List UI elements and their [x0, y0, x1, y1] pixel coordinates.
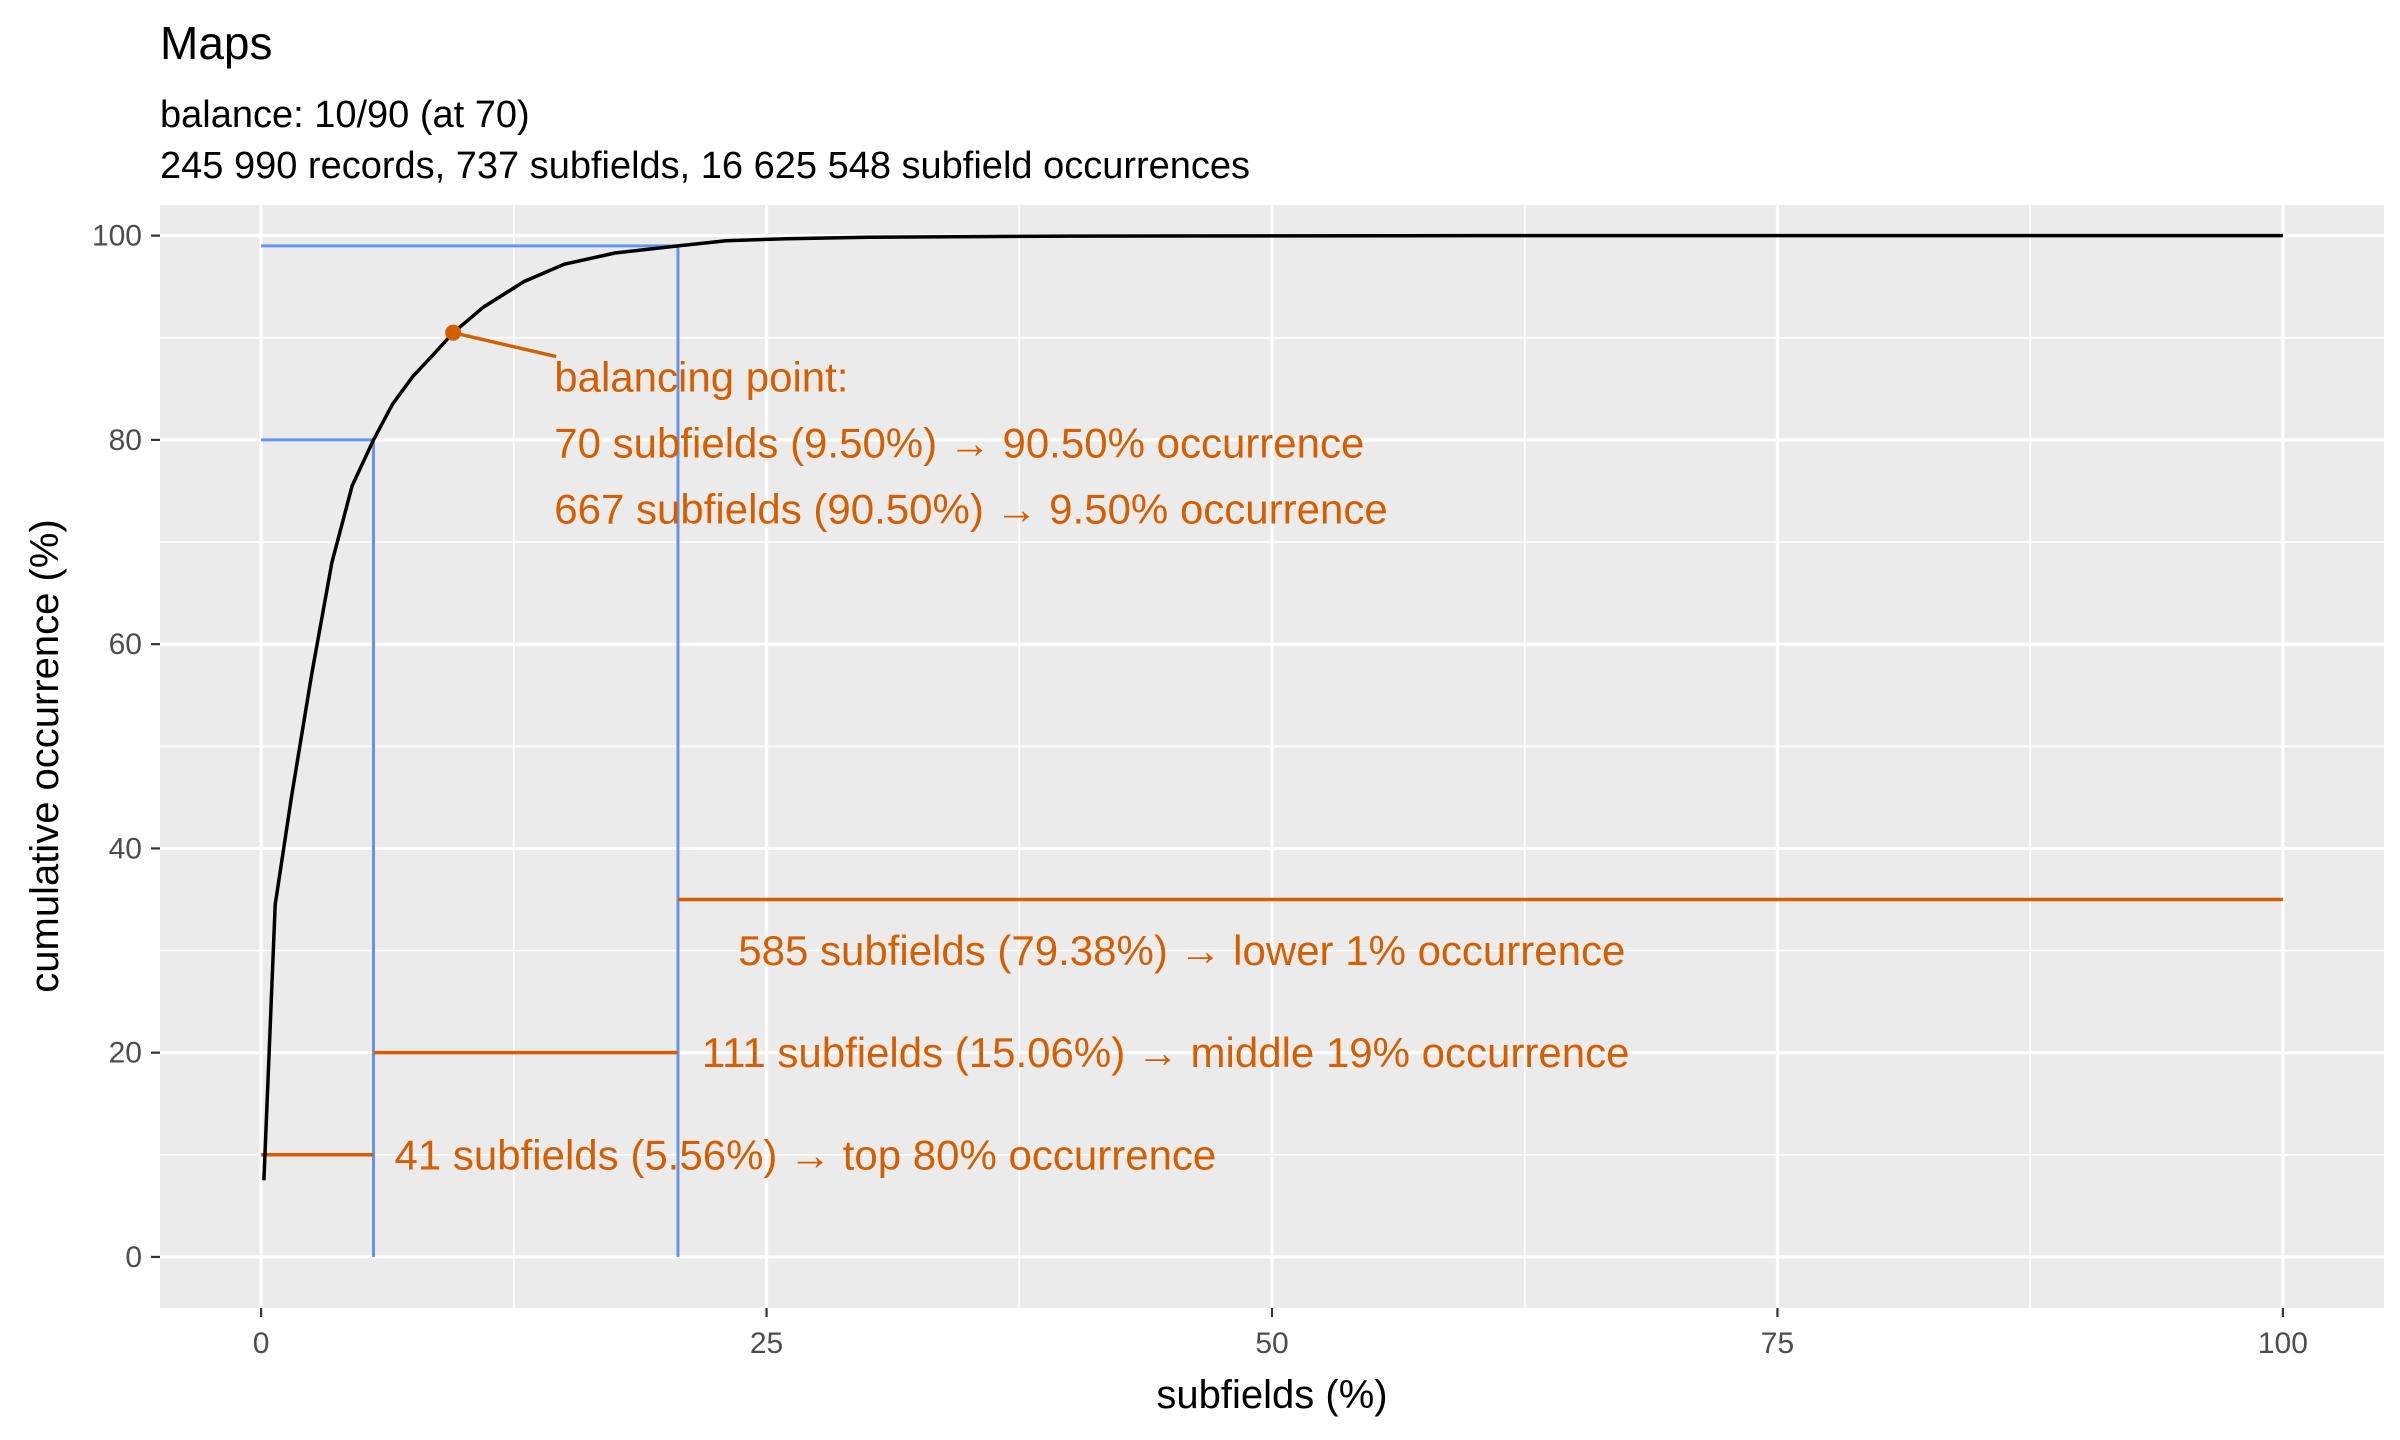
chart-subtitle-line-1: balance: 10/90 (at 70)	[160, 94, 530, 136]
balancing-point-label: balancing point:	[554, 354, 848, 401]
x-tick-label: 75	[1761, 1327, 1794, 1360]
x-tick-label: 100	[2258, 1327, 2308, 1360]
balancing-point-top-detail: 70 subfields (9.50%) → 90.50% occurrence	[554, 420, 1364, 467]
x-tick-label: 0	[253, 1327, 270, 1360]
y-tick-label: 60	[109, 628, 142, 661]
y-tick-label: 100	[92, 220, 142, 253]
segment-lower-label: 585 subfields (79.38%) → lower 1% occurr…	[738, 927, 1625, 974]
chart-title: Maps	[160, 17, 272, 69]
y-axis: 0 20 40 60 80 100	[92, 220, 160, 1274]
balancing-point-leader	[452, 330, 557, 359]
y-tick-label: 40	[109, 832, 142, 865]
balancing-point-marker	[445, 324, 462, 341]
annotation-labels: balancing point: 70 subfields (9.50%) → …	[395, 354, 1630, 1179]
chart-subtitle-line-2: 245 990 records, 737 subfields, 16 625 5…	[160, 145, 1250, 187]
segment-top-label: 41 subfields (5.56%) → top 80% occurrenc…	[395, 1131, 1217, 1178]
y-tick-label: 20	[109, 1037, 142, 1070]
segment-middle-label: 111 subfields (15.06%) → middle 19% occu…	[702, 1029, 1630, 1076]
segment-lines	[261, 897, 2283, 1157]
x-axis-label: subfields (%)	[1156, 1373, 1387, 1417]
y-tick-label: 80	[109, 424, 142, 457]
balancing-point-rest-detail: 667 subfields (90.50%) → 9.50% occurrenc…	[554, 486, 1387, 533]
x-tick-label: 50	[1255, 1327, 1288, 1360]
cumulative-curve	[262, 233, 2283, 1181]
x-axis: 0 25 50 75 100	[253, 1308, 2308, 1360]
x-tick-label: 25	[750, 1327, 783, 1360]
y-axis-label: cumulative occurrence (%)	[23, 519, 67, 993]
y-tick-label: 0	[125, 1241, 142, 1274]
